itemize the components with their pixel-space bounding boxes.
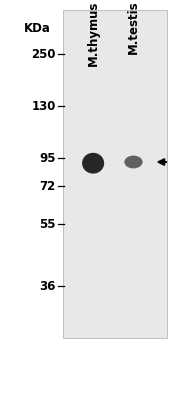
- Text: 72: 72: [39, 180, 56, 192]
- Text: 95: 95: [39, 152, 56, 164]
- Text: M.testis: M.testis: [127, 1, 140, 54]
- Text: 250: 250: [31, 48, 56, 60]
- Ellipse shape: [124, 156, 142, 168]
- Ellipse shape: [82, 153, 104, 174]
- Text: 36: 36: [39, 280, 56, 292]
- FancyBboxPatch shape: [63, 10, 167, 338]
- Text: M.thymus: M.thymus: [87, 1, 100, 66]
- Text: KDa: KDa: [24, 22, 51, 34]
- Text: 130: 130: [31, 100, 56, 112]
- Text: 55: 55: [39, 218, 56, 230]
